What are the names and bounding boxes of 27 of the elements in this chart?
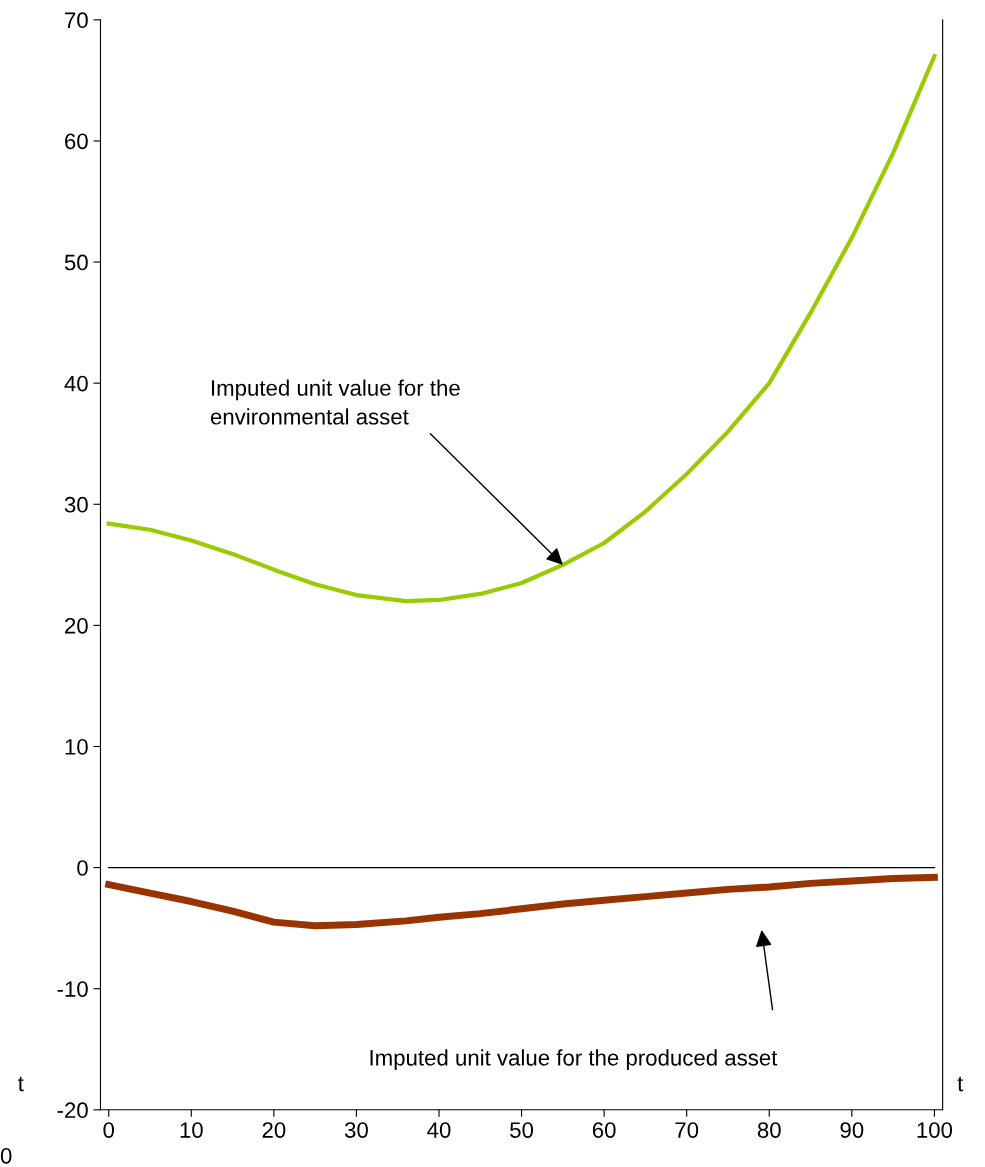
x-tick-label: 40 bbox=[427, 1122, 451, 1138]
y-tick-label: 70 bbox=[65, 12, 88, 29]
y-tick-label: 60 bbox=[65, 133, 88, 150]
y-tick-label: 20 bbox=[65, 617, 88, 634]
y-tick-label: -10 bbox=[57, 981, 88, 997]
text: 0 bbox=[0, 1147, 12, 1164]
annotation: Imputed unit value for the produced asset bbox=[370, 1049, 778, 1071]
x-tick-label: 100 bbox=[917, 1122, 953, 1138]
x-tick-label: 80 bbox=[757, 1122, 781, 1138]
x-tick-label: 30 bbox=[344, 1122, 368, 1138]
x-tick-label: 90 bbox=[840, 1122, 864, 1138]
text: t bbox=[957, 1076, 964, 1092]
y-tick-label: 50 bbox=[64, 254, 88, 271]
x-tick-label: 0 bbox=[103, 1122, 115, 1138]
y-tick-label: -20 bbox=[57, 1102, 88, 1119]
y-tick-label: 0 bbox=[77, 860, 88, 876]
x-tick-label: 10 bbox=[180, 1122, 203, 1138]
y-tick-label: 10 bbox=[65, 739, 88, 755]
x-tick-label: 50 bbox=[510, 1122, 534, 1138]
x-tick-label: 70 bbox=[675, 1122, 699, 1138]
y-tick-label: 30 bbox=[64, 496, 88, 513]
annotation: Imputed unit value for the environmental asset bbox=[210, 379, 460, 425]
x-tick-label: 20 bbox=[262, 1122, 286, 1138]
text: t bbox=[18, 1076, 24, 1092]
x-tick-label: 60 bbox=[592, 1122, 616, 1138]
line-series bbox=[106, 54, 937, 604]
y-tick-label: 40 bbox=[64, 375, 88, 392]
